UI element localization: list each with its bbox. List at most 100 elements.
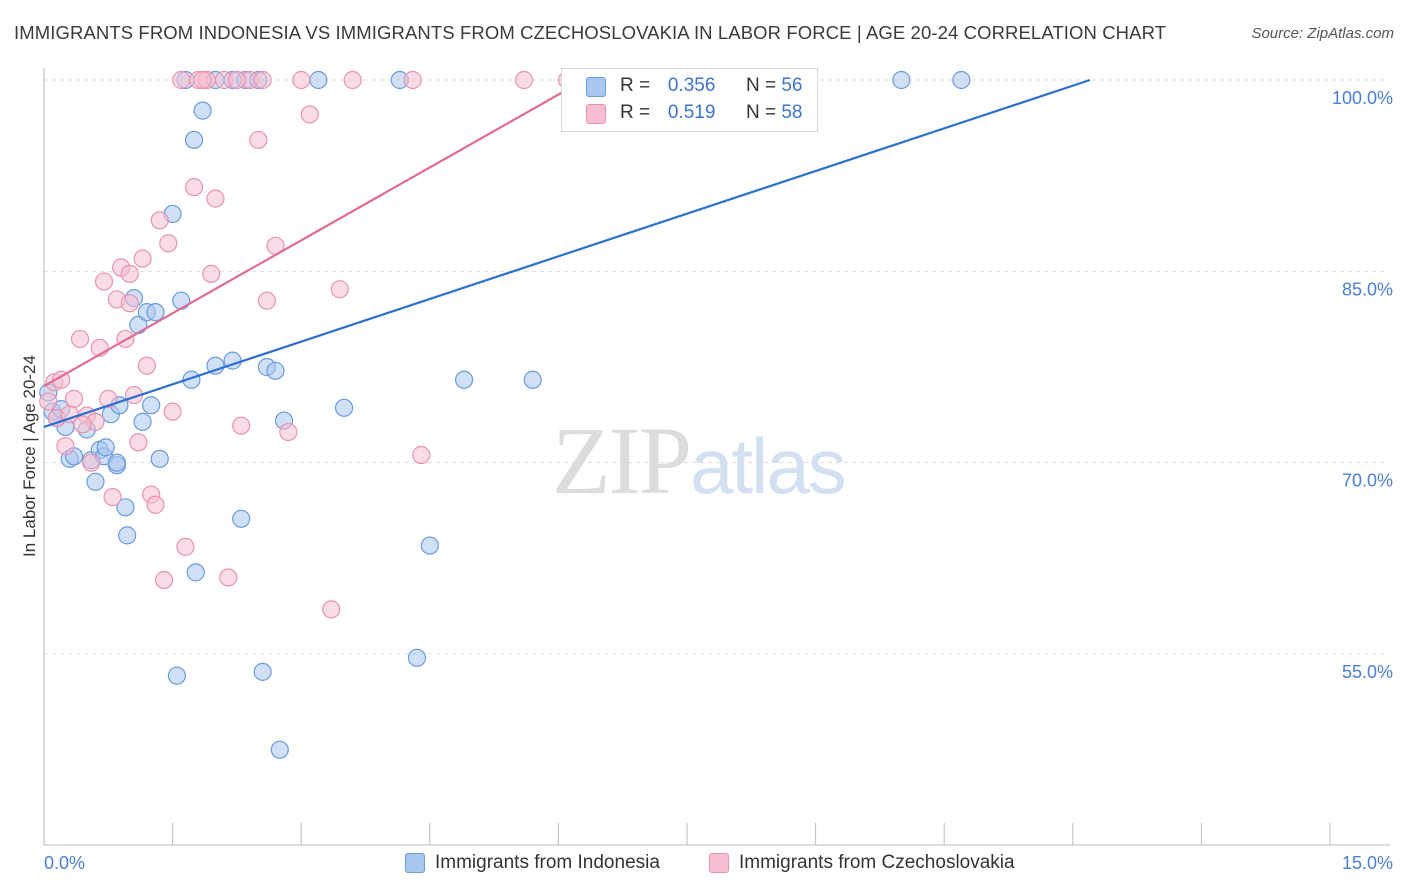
legend-r-value-indonesia: 0.356 (667, 75, 716, 96)
point-czechoslovakia (159, 234, 178, 253)
point-czechoslovakia (322, 600, 341, 619)
point-czechoslovakia (184, 178, 204, 197)
y-axis-label: In Labor Force | Age 20-24 (20, 355, 39, 557)
point-indonesia (96, 438, 115, 457)
point-indonesia (892, 70, 911, 90)
chart-title: IMMIGRANTS FROM INDONESIA VS IMMIGRANTS … (14, 22, 1167, 43)
point-czechoslovakia (279, 422, 298, 442)
point-indonesia (334, 398, 354, 417)
point-czechoslovakia (133, 249, 152, 268)
point-czechoslovakia (412, 445, 431, 465)
point-czechoslovakia (219, 568, 238, 587)
legend-swatch-indonesia (586, 77, 606, 97)
legend-stats-czechoslovakia: R = 0.519 N = 58 (620, 102, 802, 124)
point-indonesia (523, 370, 542, 389)
legend-r-value-czechoslovakia: 0.519 (667, 102, 716, 123)
point-indonesia (146, 303, 165, 322)
label-layer: 100.0% 85.0% 70.0% 55.0% 0.0% 15.0% In Labor F… (20, 88, 1393, 873)
point-czechoslovakia (103, 488, 122, 507)
point-czechoslovakia (300, 105, 319, 124)
point-indonesia (172, 291, 191, 310)
point-czechoslovakia (154, 570, 174, 590)
point-czechoslovakia (249, 130, 268, 150)
stats-legend: R = 0.356 N = 56 R = 0.519 N = 58 (561, 68, 818, 132)
point-czechoslovakia (70, 329, 90, 349)
watermark: ZIPatlas (552, 405, 847, 516)
point-czechoslovakia (227, 70, 246, 90)
point-indonesia (186, 563, 205, 582)
point-indonesia (253, 662, 272, 681)
point-czechoslovakia (515, 70, 534, 90)
point-czechoslovakia (403, 70, 422, 90)
point-czechoslovakia (232, 416, 251, 435)
point-czechoslovakia (129, 433, 148, 452)
point-indonesia (167, 666, 186, 685)
legend-n-label: N = (745, 102, 777, 123)
point-czechoslovakia (150, 211, 169, 230)
point-czechoslovakia (172, 70, 191, 90)
point-czechoslovakia (52, 370, 71, 389)
point-indonesia (116, 498, 135, 517)
point-indonesia (133, 412, 152, 431)
legend-stats-indonesia: R = 0.356 N = 56 (620, 75, 802, 97)
point-indonesia (118, 526, 137, 545)
point-czechoslovakia (343, 70, 362, 90)
trend-layer (43, 78, 1091, 428)
point-indonesia (232, 509, 251, 528)
point-czechoslovakia (137, 356, 156, 375)
watermark-zip: ZIP (552, 407, 692, 514)
point-czechoslovakia (120, 264, 139, 283)
point-indonesia (142, 396, 161, 415)
point-indonesia (952, 70, 971, 90)
point-czechoslovakia (94, 272, 114, 291)
x-tick-label: 0.0% (44, 853, 85, 873)
source-credit: Source: ZipAtlas.com (1251, 25, 1394, 42)
y-tick-label: 55.0% (1342, 662, 1393, 682)
bottom-legend-label-indonesia: Immigrants from Indonesia (435, 852, 660, 873)
legend-n-value-czechoslovakia: 58 (781, 102, 803, 123)
axis-layer (43, 68, 1390, 846)
point-czechoslovakia (257, 291, 277, 310)
legend-r-label: R = (620, 75, 651, 96)
point-czechoslovakia (120, 294, 139, 313)
legend-r-label: R = (620, 102, 651, 123)
point-indonesia (270, 740, 289, 759)
point-czechoslovakia (193, 70, 212, 90)
points-layer (39, 70, 971, 759)
point-czechoslovakia (146, 495, 165, 514)
bottom-legend-label-czechoslovakia: Immigrants from Czechoslovakia (739, 852, 1015, 873)
x-tick-label: 15.0% (1342, 853, 1393, 873)
point-indonesia (266, 361, 285, 380)
point-czechoslovakia (176, 537, 195, 556)
point-czechoslovakia (292, 70, 311, 90)
y-tick-label: 85.0% (1342, 279, 1393, 299)
point-czechoslovakia (73, 415, 92, 434)
point-indonesia (150, 449, 169, 468)
bottom-legend-swatch-indonesia (405, 853, 425, 873)
trend-line-indonesia (43, 78, 1091, 428)
point-indonesia (206, 356, 225, 375)
bottom-legend-swatch-czechoslovakia (709, 853, 729, 873)
legend-swatch-czechoslovakia (586, 104, 606, 124)
point-czechoslovakia (39, 392, 58, 411)
point-czechoslovakia (330, 280, 349, 299)
point-indonesia (193, 101, 212, 120)
point-indonesia (107, 453, 126, 472)
point-indonesia (407, 648, 427, 667)
point-indonesia (184, 130, 204, 150)
legend-n-value-indonesia: 56 (781, 75, 803, 96)
point-czechoslovakia (206, 189, 225, 208)
point-czechoslovakia (253, 70, 272, 90)
point-indonesia (420, 536, 439, 555)
watermark-atlas: atlas (690, 422, 847, 510)
point-czechoslovakia (82, 453, 101, 472)
legend-n-label: N = (745, 75, 777, 96)
point-czechoslovakia (56, 436, 75, 456)
grid-layer (44, 79, 1385, 655)
point-indonesia (86, 472, 105, 491)
point-indonesia (454, 370, 474, 389)
point-indonesia (309, 70, 328, 90)
y-tick-label: 100.0% (1332, 88, 1393, 108)
trend-line-czechoslovakia (43, 79, 585, 388)
